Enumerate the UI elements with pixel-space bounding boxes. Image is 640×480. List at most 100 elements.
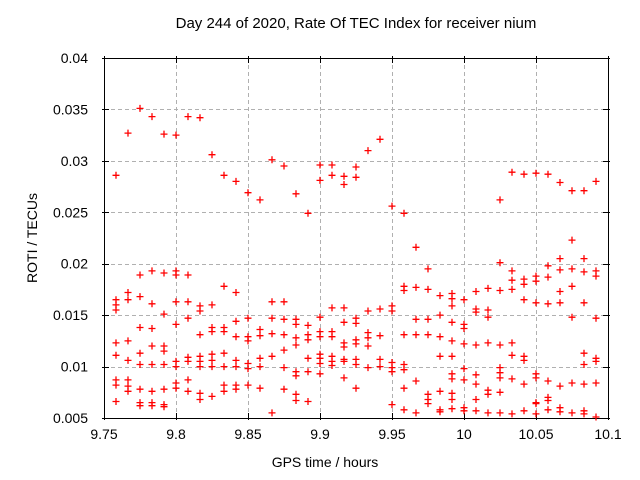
data-point-marker: [580, 255, 588, 263]
data-point-marker: [352, 319, 360, 327]
data-point-marker: [448, 396, 456, 403]
data-point-marker: [400, 384, 408, 392]
data-point-marker: [136, 361, 144, 368]
data-point-marker: [316, 333, 324, 341]
data-point-marker: [328, 171, 336, 179]
data-point-marker: [328, 161, 336, 169]
data-point-marker: [124, 289, 132, 296]
data-point-marker: [472, 308, 480, 316]
data-point-marker: [580, 187, 588, 195]
plot-frame: [104, 58, 609, 419]
data-point-marker: [460, 407, 468, 415]
data-point-marker: [352, 173, 360, 181]
data-point-marker: [436, 352, 444, 360]
data-point-marker: [496, 196, 504, 204]
x-tick-label: 9.85: [234, 426, 261, 442]
data-point-marker: [568, 265, 576, 273]
data-point-marker: [304, 336, 312, 344]
data-point-marker: [160, 269, 168, 277]
data-point-marker: [568, 236, 576, 244]
data-point-marker: [316, 161, 324, 169]
data-point-marker: [388, 401, 396, 409]
data-point-marker: [460, 376, 468, 384]
data-point-marker: [400, 209, 408, 217]
data-point-marker: [292, 334, 300, 342]
data-point-marker: [556, 299, 564, 307]
data-point-marker: [484, 306, 492, 314]
data-point-marker: [436, 311, 444, 319]
data-point-marker: [280, 346, 288, 354]
data-point-marker: [448, 337, 456, 345]
data-point-marker: [580, 299, 588, 307]
data-point-marker: [196, 389, 204, 397]
data-point-marker: [124, 337, 132, 345]
data-point-marker: [304, 354, 312, 362]
x-tick-label: 9.8: [166, 426, 186, 442]
data-point-marker: [556, 255, 564, 263]
x-axis-label: GPS time / hours: [271, 454, 379, 470]
data-point-marker: [220, 171, 228, 179]
data-point-marker: [448, 302, 456, 310]
data-point-marker: [352, 340, 360, 348]
data-point-marker: [424, 265, 432, 273]
data-point-marker: [424, 285, 432, 293]
data-point-marker: [412, 283, 420, 291]
x-tick-label: 9.75: [90, 426, 117, 442]
y-tick-label: 0.02: [61, 256, 88, 272]
data-point-marker: [412, 315, 420, 323]
data-point-marker: [484, 339, 492, 347]
data-point-marker: [400, 366, 408, 374]
data-point-marker: [316, 370, 324, 378]
data-point-marker: [292, 320, 300, 328]
data-point-marker: [148, 342, 156, 350]
data-point-marker: [556, 408, 564, 416]
data-point-marker: [244, 189, 252, 197]
data-point-marker: [388, 368, 396, 376]
data-point-marker: [520, 356, 528, 364]
data-point-marker: [184, 298, 192, 306]
data-point-marker: [220, 328, 228, 336]
data-point-marker: [232, 177, 240, 185]
data-point-marker: [364, 307, 372, 315]
data-point-marker: [268, 352, 276, 360]
data-point-marker: [496, 409, 504, 417]
data-point-marker: [280, 385, 288, 393]
data-point-marker: [184, 357, 192, 365]
data-point-marker: [376, 363, 384, 371]
data-point-marker: [340, 172, 348, 180]
data-point-marker: [172, 384, 180, 392]
data-point-marker: [412, 377, 420, 385]
data-point-marker: [436, 292, 444, 300]
data-point-marker: [460, 325, 468, 332]
data-point-marker: [292, 397, 300, 404]
data-point-marker: [208, 151, 216, 159]
data-point-marker: [208, 356, 216, 364]
data-point-marker: [496, 341, 504, 349]
data-point-marker: [472, 371, 480, 379]
data-point-marker: [220, 387, 228, 395]
data-point-marker: [520, 407, 528, 415]
data-point-marker: [544, 262, 552, 270]
data-point-marker: [460, 296, 468, 304]
data-point-marker: [208, 363, 216, 371]
data-point-marker: [424, 331, 432, 339]
data-point-marker: [136, 104, 144, 112]
y-tick-label: 0.03: [61, 153, 88, 169]
data-point-marker: [508, 410, 516, 418]
chart-title: Day 244 of 2020, Rate Of TEC Index for r…: [175, 15, 537, 32]
data-point-marker: [472, 380, 480, 388]
data-point-marker: [580, 268, 588, 276]
data-point-marker: [328, 304, 336, 312]
data-point-marker: [232, 289, 240, 296]
data-point-marker: [556, 288, 564, 295]
data-point-marker: [424, 400, 432, 408]
data-point-marker: [568, 282, 576, 290]
data-point-marker: [256, 326, 264, 333]
data-point-marker: [244, 314, 252, 322]
data-point-marker: [304, 398, 312, 405]
data-point-marker: [472, 341, 480, 349]
data-point-marker: [556, 382, 564, 390]
data-point-marker: [460, 365, 468, 373]
data-point-marker: [220, 349, 228, 357]
data-point-marker: [148, 113, 156, 121]
